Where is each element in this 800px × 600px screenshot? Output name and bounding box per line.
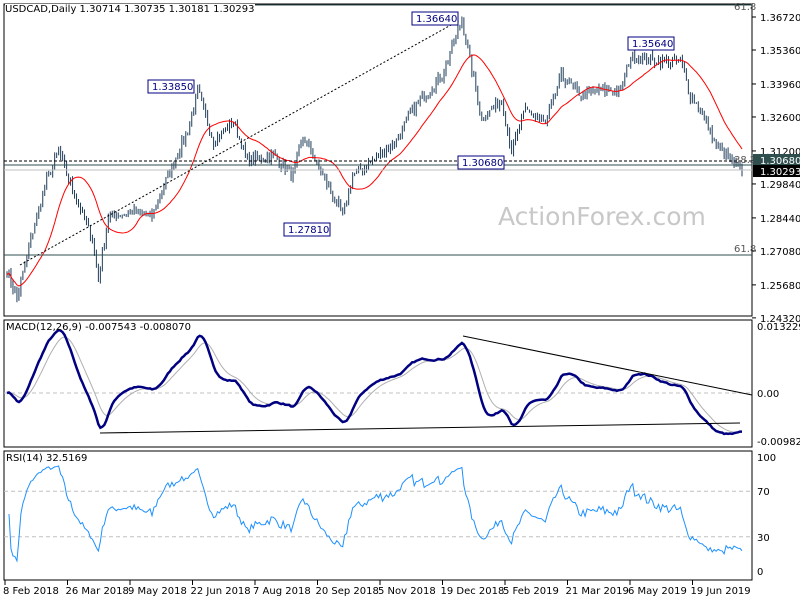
macd-trendline-support (99, 422, 741, 434)
x-tick-label: 5 Feb 2019 (503, 586, 559, 597)
macd-y-tick-label: -0.00982 (757, 437, 800, 448)
x-tick-label: 19 Dec 2018 (441, 586, 505, 597)
x-tick-label: 21 Mar 2019 (566, 586, 629, 597)
pane-frame-2 (3, 450, 753, 581)
price-annotation: 1.33850 (152, 82, 193, 93)
y-tick-label: 1.36720 (760, 13, 800, 24)
y-tick-label: 1.31200 (760, 147, 800, 158)
price-annotation: 1.36640 (416, 14, 457, 25)
y-tick-label: 1.32600 (760, 113, 800, 124)
rsi-title: RSI(14) 32.5169 (6, 453, 88, 464)
macd-trendline-resistance (462, 335, 753, 396)
x-tick-label: 6 May 2019 (628, 586, 687, 597)
y-tick-label: 1.25680 (760, 281, 800, 292)
y-tick-label: 1.29840 (760, 180, 800, 191)
x-tick-label: 9 May 2018 (128, 586, 187, 597)
y-tick-label: 1.33960 (760, 80, 800, 91)
last-price-label: 1.30293 (760, 167, 800, 178)
price-annotation-box (283, 222, 331, 237)
level-price-tag (753, 154, 800, 166)
rsi-y-tick-label: 30 (757, 533, 770, 544)
x-tick-label: 22 Jun 2018 (191, 586, 251, 597)
macd-y-tick-label: 0.00 (757, 389, 779, 400)
x-tick-label: 5 Nov 2018 (378, 586, 436, 597)
price-annotation-box (457, 155, 505, 170)
rsi-y-tick-label: 0 (757, 567, 763, 578)
fib-label: 61.8 (734, 2, 756, 13)
rsi-line (8, 465, 743, 563)
macd-line (6, 328, 743, 436)
x-tick-label: 7 Aug 2018 (253, 586, 311, 597)
y-tick-label: 1.27080 (760, 247, 800, 258)
pane-frame-1 (3, 319, 753, 448)
x-tick-label: 20 Sep 2018 (316, 586, 379, 597)
pane-frame-0 (3, 3, 753, 317)
level-price-label: 1.30680 (760, 156, 800, 167)
macd-y-tick-label: 0.013229 (757, 322, 800, 333)
price-annotation: 1.27810 (288, 225, 329, 236)
y-tick-label: 1.35360 (760, 46, 800, 57)
x-tick-label: 26 Mar 2018 (66, 586, 129, 597)
fib-label: 38.2 (734, 155, 756, 166)
fib-label: 61.8 (734, 244, 756, 255)
price-annotation: 1.30680 (462, 158, 503, 169)
watermark: ActionForex.com (498, 202, 706, 231)
moving-average-line (6, 54, 743, 287)
x-tick-label: 8 Feb 2018 (3, 586, 59, 597)
macd-title: MACD(12,26,9) -0.007543 -0.008070 (6, 322, 191, 333)
price-annotation-box (411, 11, 459, 26)
price-annotation-box (147, 79, 195, 94)
y-tick-label: 1.24320 (760, 314, 800, 325)
chart-title: USDCAD,Daily 1.30714 1.30735 1.30181 1.3… (5, 4, 255, 15)
price-annotation: 1.35640 (632, 39, 673, 50)
y-tick-label: 1.28440 (760, 214, 800, 225)
x-tick-label: 19 Jun 2019 (691, 586, 751, 597)
price-annotation-box (627, 36, 675, 51)
rsi-y-tick-label: 70 (757, 487, 770, 498)
rsi-y-tick-label: 100 (757, 453, 776, 464)
last-price-tag (753, 165, 800, 177)
